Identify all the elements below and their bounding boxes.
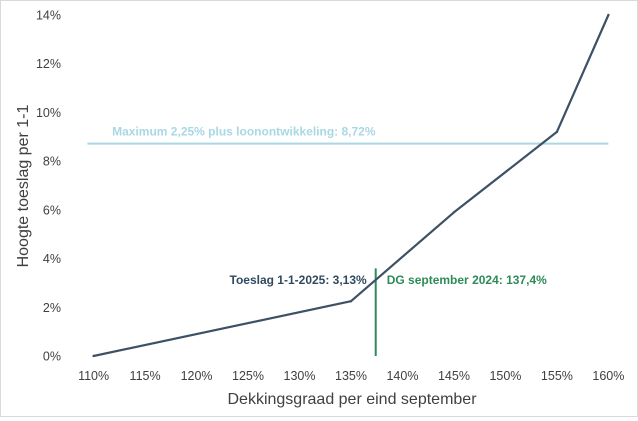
- dg-reference-label: DG september 2024: 137,4%: [387, 273, 547, 287]
- annotations: Toeslag 1-1-2025: 3,13%: [230, 273, 368, 287]
- y-tick-label: 14%: [36, 9, 61, 23]
- y-tick-label: 2%: [43, 301, 61, 315]
- x-tick-label: 125%: [232, 369, 264, 383]
- x-tick-label: 140%: [386, 369, 418, 383]
- x-tick-label: 150%: [489, 369, 521, 383]
- x-tick-label: 160%: [592, 369, 624, 383]
- reference-lines: Maximum 2,25% plus loonontwikkeling: 8,7…: [87, 125, 609, 356]
- data-series: [92, 13, 610, 358]
- x-tick-label: 120%: [181, 369, 213, 383]
- x-tick-label: 135%: [335, 369, 367, 383]
- series-line: [93, 14, 610, 358]
- toeslag-annotation: Toeslag 1-1-2025: 3,13%: [230, 273, 368, 287]
- x-tick-labels: 110% 115% 120% 125% 130% 135% 140% 145% 150% 155%…: [78, 369, 624, 383]
- y-tick-label: 12%: [36, 57, 61, 71]
- y-tick-label: 0%: [43, 350, 61, 364]
- x-tick-label: 145%: [438, 369, 470, 383]
- x-tick-label: 115%: [130, 369, 161, 383]
- series-point: [607, 13, 610, 17]
- series-point: [555, 130, 559, 134]
- x-tick-label: 110%: [78, 369, 109, 383]
- series-point: [92, 354, 95, 358]
- y-axis-title: Hoogte toeslag per 1-1: [15, 105, 32, 268]
- y-tick-label: 8%: [43, 155, 61, 169]
- y-tick-label: 10%: [36, 106, 61, 120]
- x-tick-label: 130%: [284, 369, 316, 383]
- y-tick-label: 4%: [43, 252, 61, 266]
- x-tick-label: 155%: [541, 369, 573, 383]
- series-point: [349, 299, 353, 303]
- max-reference-label: Maximum 2,25% plus loonontwikkeling: 8,7…: [112, 125, 376, 139]
- x-axis-title: Dekkingsgraad per eind september: [227, 391, 477, 408]
- series-point: [452, 211, 456, 214]
- y-tick-labels: 0% 2% 4% 6% 8% 10% 12% 14%: [36, 9, 61, 364]
- y-tick-label: 6%: [43, 203, 61, 217]
